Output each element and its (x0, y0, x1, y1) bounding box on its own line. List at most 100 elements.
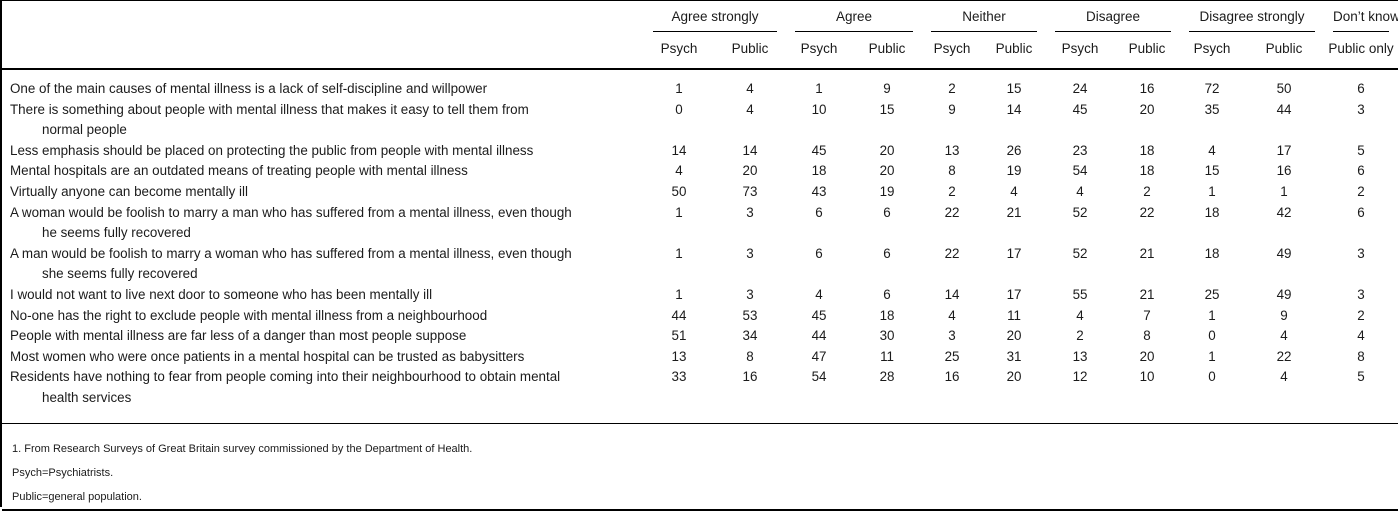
statement-line: There is something about people with men… (10, 101, 529, 117)
footnote: Public=general population. (12, 490, 142, 503)
value-cell: 15 (1204, 163, 1220, 179)
value-cell: 17 (1006, 286, 1022, 302)
statement-column-header-empty (2, 1, 644, 32)
value-cell: 54 (811, 369, 827, 385)
value-cell: 51 (671, 328, 687, 344)
table-row: Mental hospitals are an outdated means o… (2, 161, 1398, 182)
value-cell: 4 (948, 307, 956, 323)
column-subheader: Psych (800, 41, 838, 56)
value-cell: 3 (746, 286, 754, 302)
column-group-label: Disagree strongly (1189, 9, 1316, 32)
statement-line: Residents have nothing to fear from peop… (10, 369, 561, 385)
column-subheader: Public (1128, 41, 1166, 56)
value-cell: 21 (1139, 245, 1155, 261)
column-group-label: Agree strongly (653, 9, 778, 32)
value-cell: 54 (1072, 163, 1088, 179)
value-cell: 5 (1357, 142, 1365, 158)
table-row: People with mental illness are far less … (2, 326, 1398, 347)
value-cell: 25 (1204, 286, 1220, 302)
value-cell: 18 (879, 307, 895, 323)
value-cell: 0 (1208, 369, 1216, 385)
column-subheader: Psych (1193, 41, 1231, 56)
value-cell: 3 (1357, 101, 1365, 117)
value-cell: 45 (811, 307, 827, 323)
column-group: Agree (786, 1, 922, 32)
value-cell: 18 (1139, 142, 1155, 158)
statement-line: normal people (42, 122, 127, 138)
column-group: Disagree (1046, 1, 1180, 32)
value-cell: 3 (948, 328, 956, 344)
column-group: Disagree strongly (1180, 1, 1324, 32)
value-cell: 55 (1072, 286, 1088, 302)
value-cell: 49 (1276, 286, 1292, 302)
value-cell: 1 (675, 81, 683, 96)
value-cell: 12 (1072, 369, 1088, 385)
value-cell: 2 (1143, 183, 1151, 199)
value-cell: 52 (1072, 204, 1088, 220)
table-row: A woman would be foolish to marry a man … (2, 203, 1398, 244)
value-cell: 13 (671, 348, 687, 364)
value-cell: 50 (671, 183, 687, 199)
value-cell: 6 (815, 245, 823, 261)
footnote: Psych=Psychiatrists. (12, 466, 114, 479)
value-cell: 17 (1276, 142, 1292, 158)
value-cell: 2 (1076, 328, 1084, 344)
value-cell: 24 (1072, 81, 1088, 96)
statement-label: I would not want to live next door to so… (2, 285, 644, 306)
value-cell: 4 (1076, 307, 1084, 323)
value-cell: 18 (811, 163, 827, 179)
value-cell: 1 (675, 204, 683, 220)
table-body: One of the main causes of mental illness… (2, 69, 1398, 423)
value-cell: 15 (879, 101, 895, 117)
value-cell: 14 (1006, 101, 1022, 117)
value-cell: 31 (1006, 348, 1022, 364)
value-cell: 16 (944, 369, 960, 385)
column-group-label: Disagree (1055, 9, 1172, 32)
value-cell: 28 (879, 369, 895, 385)
table-header: Agree strongly Agree Neither Disagree Disagr… (2, 1, 1398, 69)
value-cell: 20 (1139, 101, 1155, 117)
value-cell: 8 (1357, 348, 1365, 364)
value-cell: 43 (811, 183, 827, 199)
statement-label: There is something about people with men… (2, 100, 644, 141)
column-subheader: Public (1265, 41, 1303, 56)
value-cell: 1 (1208, 348, 1216, 364)
column-group: Agree strongly (644, 1, 786, 32)
value-cell: 7 (1143, 307, 1151, 323)
value-cell: 20 (879, 142, 895, 158)
value-cell: 47 (811, 348, 827, 364)
value-cell: 18 (1204, 245, 1220, 261)
value-cell: 6 (1357, 204, 1365, 220)
value-cell: 6 (1357, 81, 1365, 96)
value-cell: 4 (746, 101, 754, 117)
value-cell: 10 (811, 101, 827, 117)
value-cell: 22 (944, 245, 960, 261)
statement-label: Most women who were once patients in a m… (2, 347, 644, 368)
value-cell: 34 (742, 328, 758, 344)
value-cell: 49 (1276, 245, 1292, 261)
value-cell: 50 (1276, 81, 1292, 96)
value-cell: 52 (1072, 245, 1088, 261)
value-cell: 45 (1072, 101, 1088, 117)
statement-line: A woman would be foolish to marry a man … (10, 204, 572, 220)
table-row: Residents have nothing to fear from peop… (2, 367, 1398, 423)
value-cell: 35 (1204, 101, 1220, 117)
statement-line: health services (42, 389, 132, 405)
value-cell: 4 (1280, 328, 1288, 344)
value-cell: 5 (1357, 369, 1365, 385)
column-group: Don’t know (1324, 1, 1398, 32)
value-cell: 6 (1357, 163, 1365, 179)
value-cell: 6 (815, 204, 823, 220)
sub-header-row: Psych Public Psych Public Psych Public Psych Pu… (2, 32, 1398, 69)
value-cell: 20 (1139, 348, 1155, 364)
value-cell: 6 (883, 245, 891, 261)
value-cell: 33 (671, 369, 687, 385)
value-cell: 2 (948, 183, 956, 199)
table-row: Most women who were once patients in a m… (2, 347, 1398, 368)
statement-line: A man would be foolish to marry a woman … (10, 245, 572, 261)
value-cell: 9 (1280, 307, 1288, 323)
value-cell: 73 (742, 183, 758, 199)
table-row: Virtually anyone can become mentally ill… (2, 182, 1398, 203)
value-cell: 2 (948, 81, 956, 96)
